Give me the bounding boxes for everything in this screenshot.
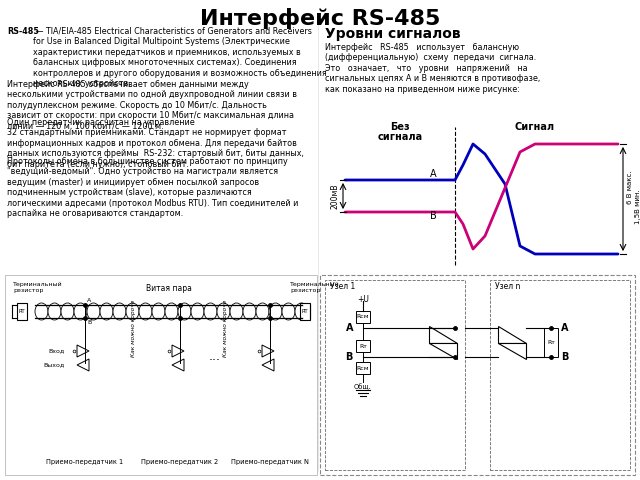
Text: 200мВ: 200мВ <box>330 183 339 209</box>
Polygon shape <box>429 326 457 343</box>
Text: Сигнал: Сигнал <box>515 122 555 132</box>
Text: A: A <box>430 169 436 179</box>
Ellipse shape <box>100 303 113 320</box>
Text: — TIA/EIA-485 Electrical Characteristics of Generators and Receivers
for Use in : — TIA/EIA-485 Electrical Characteristics… <box>33 27 327 88</box>
Text: Витая пара: Витая пара <box>145 284 191 293</box>
Bar <box>5 275 317 475</box>
Ellipse shape <box>191 303 204 320</box>
Ellipse shape <box>126 303 139 320</box>
Text: A: A <box>87 298 92 303</box>
Text: Уровни сигналов: Уровни сигналов <box>325 27 461 41</box>
Ellipse shape <box>139 303 152 320</box>
Polygon shape <box>77 359 89 371</box>
Text: Приемо-передатчик 2: Приемо-передатчик 2 <box>141 459 219 465</box>
Polygon shape <box>498 343 526 359</box>
Text: Узел n: Узел n <box>495 282 520 291</box>
Text: Общ.: Общ. <box>354 383 372 390</box>
Bar <box>17 303 27 320</box>
Text: RT: RT <box>19 309 26 314</box>
Text: Интерфейс   RS-485   использует   балансную
(дифференциальную)  схему  передачи : Интерфейс RS-485 использует балансную (д… <box>325 43 540 94</box>
Text: B: B <box>561 352 568 362</box>
Ellipse shape <box>217 303 230 320</box>
Text: Протоколы обмена в большинстве систем работают по принципу
"ведущий-ведомый". Од: Протоколы обмена в большинстве систем ра… <box>7 157 298 218</box>
Text: Выход: Выход <box>44 362 65 368</box>
Text: Узел 1: Узел 1 <box>330 282 355 291</box>
Ellipse shape <box>178 303 191 320</box>
Ellipse shape <box>204 303 217 320</box>
Ellipse shape <box>152 303 165 320</box>
Text: сигнала: сигнала <box>378 132 422 142</box>
Ellipse shape <box>165 303 178 320</box>
Polygon shape <box>498 326 526 343</box>
Text: 1,5В мин.: 1,5В мин. <box>635 190 640 224</box>
Text: Терминальный
резистор: Терминальный резистор <box>13 282 63 293</box>
Text: Интерфейс RS-485: Интерфейс RS-485 <box>200 8 440 29</box>
Bar <box>356 311 370 323</box>
Text: Rсм: Rсм <box>356 314 369 320</box>
Ellipse shape <box>61 303 74 320</box>
Bar <box>490 280 630 470</box>
Ellipse shape <box>35 303 48 320</box>
Text: Rсм: Rсм <box>356 365 369 371</box>
Ellipse shape <box>295 303 308 320</box>
Bar <box>320 275 635 475</box>
Text: Как можно короче: Как можно короче <box>131 300 136 357</box>
Text: A: A <box>561 323 568 333</box>
Ellipse shape <box>48 303 61 320</box>
Ellipse shape <box>87 303 100 320</box>
Polygon shape <box>262 345 274 357</box>
Text: 6 В макс.: 6 В макс. <box>627 170 633 204</box>
Polygon shape <box>172 359 184 371</box>
Polygon shape <box>77 345 89 357</box>
Text: Терминальный
резистор: Терминальный резистор <box>290 282 340 293</box>
Text: +U: +U <box>357 295 369 304</box>
Text: Интерфейс RS-485 обеспечивает обмен данными между
несколькими устройствами по од: Интерфейс RS-485 обеспечивает обмен данн… <box>7 80 297 131</box>
Bar <box>356 362 370 374</box>
Text: Rт: Rт <box>359 344 367 348</box>
Text: A: A <box>346 323 353 333</box>
Text: RT: RT <box>301 309 308 314</box>
Text: B: B <box>430 211 436 221</box>
Bar <box>356 340 370 352</box>
Text: B: B <box>87 320 92 325</box>
Ellipse shape <box>282 303 295 320</box>
Text: RS-485: RS-485 <box>7 27 39 36</box>
Ellipse shape <box>269 303 282 320</box>
Ellipse shape <box>243 303 256 320</box>
Polygon shape <box>429 343 457 359</box>
Ellipse shape <box>113 303 126 320</box>
Text: Приемо-передатчик N: Приемо-передатчик N <box>231 459 309 465</box>
Polygon shape <box>262 359 274 371</box>
Ellipse shape <box>256 303 269 320</box>
Polygon shape <box>172 345 184 357</box>
Text: Вход: Вход <box>49 348 65 353</box>
Ellipse shape <box>230 303 243 320</box>
Ellipse shape <box>74 303 87 320</box>
Bar <box>544 328 558 357</box>
Text: ...: ... <box>209 349 221 362</box>
Bar <box>300 303 310 320</box>
Text: Один передатчик рассчитан на управление
32 стандартными приемниками. Стандарт не: Один передатчик рассчитан на управление … <box>7 118 304 168</box>
Text: Как можно короче: Как можно короче <box>223 300 227 357</box>
Text: Rт: Rт <box>547 340 555 345</box>
Text: B: B <box>346 352 353 362</box>
Text: Без: Без <box>390 122 410 132</box>
Text: Приемо-передатчик 1: Приемо-передатчик 1 <box>47 459 124 465</box>
Bar <box>325 280 465 470</box>
